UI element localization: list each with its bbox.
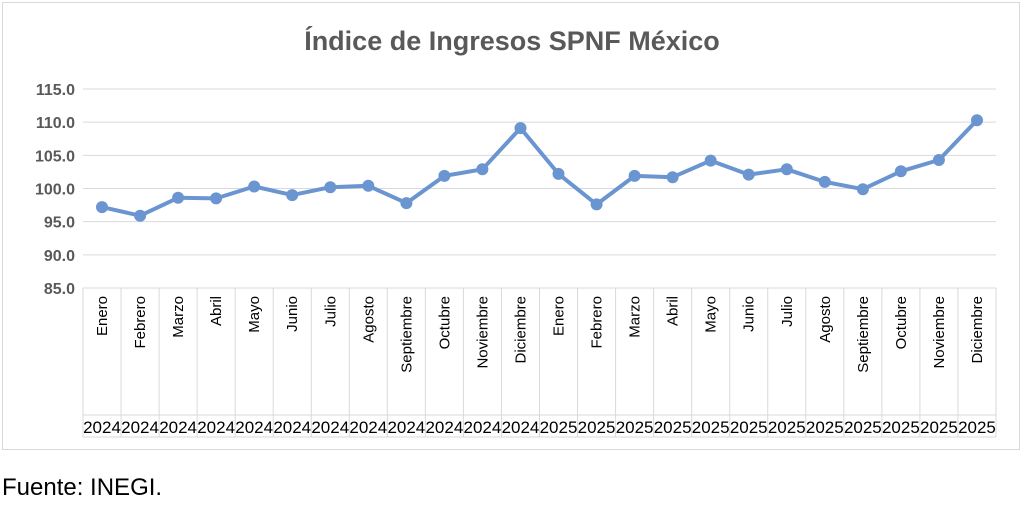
data-point [400,197,413,210]
x-tick-label-month: Octubre [436,296,453,349]
x-tick-label-month: Agosto [360,296,377,343]
y-tick-label: 100.0 [35,182,75,199]
data-point [666,171,679,184]
x-tick-label-year: 2024 [235,418,273,437]
data-point [514,122,527,135]
x-tick-label-month: Diciembre [969,296,986,364]
x-tick-label-year: 2025 [730,418,768,437]
x-tick-label-month: Septiembre [398,296,415,373]
x-tick-label-month: Junio [741,296,758,332]
x-tick-label-year: 2025 [616,418,654,437]
x-tick-label-year: 2024 [311,418,349,437]
series-line-path [100,118,979,218]
data-point [210,192,223,205]
y-tick-label: 90.0 [44,248,75,265]
x-tick-label-month: Marzo [170,296,187,338]
x-tick-label-year: 2024 [83,418,121,437]
x-tick-label-month: Enero [551,296,568,336]
data-point [590,198,603,211]
x-tick-label-year: 2025 [654,418,692,437]
x-tick-label-month: Mayo [246,296,263,333]
x-tick-label-year: 2025 [958,418,996,437]
x-tick-label-year: 2024 [349,418,387,437]
x-tick-label-year: 2025 [768,418,806,437]
x-tick-label-year: 2025 [540,418,578,437]
x-tick-label-year: 2025 [920,418,958,437]
data-point [476,163,489,176]
x-tick-label-year: 2024 [387,418,425,437]
x-tick-label-year: 2024 [464,418,502,437]
data-point [134,209,147,222]
x-tick-label-month: Agosto [817,296,834,343]
data-point [856,183,869,196]
data-point [704,154,717,167]
x-tick-label-month: Noviembre [931,296,948,369]
x-tick-label-month: Abril [665,296,682,326]
x-tick-label-year: 2025 [578,418,616,437]
grid-lines [83,88,996,256]
x-tick-label-month: Diciembre [512,296,529,364]
line-chart: Índice de Ingresos SPNF México 85.0 90.0 9… [35,25,997,438]
x-tick-label-year: 2025 [844,418,882,437]
x-tick-label-year: 2025 [882,418,920,437]
x-tick-label-month: Febrero [132,296,149,349]
x-tick-label-month: Mayo [703,296,720,333]
data-point [971,114,983,127]
x-tick-label-month: Junio [284,296,301,332]
x-tick-label-month: Febrero [589,296,606,349]
data-point [286,189,299,202]
y-tick-label: 85.0 [44,281,75,298]
data-point [438,169,451,182]
x-tick-label-year: 2024 [197,418,235,437]
data-point [818,175,831,188]
axes [82,287,997,438]
y-tick-label: 115.0 [36,82,75,99]
data-point [742,168,755,181]
x-tick-label-year: 2024 [121,418,159,437]
y-tick-label: 105.0 [35,148,75,165]
data-point [362,179,375,192]
data-point [780,163,793,176]
data-point [172,191,185,204]
data-point [894,165,907,178]
x-tick-label-year: 2024 [273,418,311,437]
source-note: Fuente: INEGI. [2,474,163,501]
chart-title: Índice de Ingresos SPNF México [304,25,720,56]
x-tick-label-year: 2024 [502,418,540,437]
chart-frame: Índice de Ingresos SPNF México 85.0 90.0 9… [2,2,1020,450]
x-tick-label-month: Septiembre [855,296,872,373]
data-point [324,181,337,194]
x-tick-label-month: Marzo [627,296,644,338]
x-tick-labels: Enero 2024 Febrero 2024 Marzo 2024 Abril 2024 Ma… [83,296,996,437]
x-tick-label-year: 2025 [692,418,730,437]
x-tick-label-month: Enero [94,296,111,336]
data-point [96,201,108,214]
x-tick-label-month: Abril [208,296,225,326]
x-tick-label-year: 2024 [425,418,463,437]
x-tick-label-month: Julio [322,296,339,327]
x-tick-label-month: Octubre [893,296,910,349]
x-tick-label-year: 2024 [159,418,197,437]
x-tick-label-month: Noviembre [474,296,491,369]
y-tick-label: 110.0 [36,115,75,132]
y-tick-labels: 85.0 90.0 95.0 100.0 105.0 110.0 115.0 [35,82,75,298]
series-line [96,114,983,222]
x-tick-label-year: 2025 [806,418,844,437]
y-tick-label: 95.0 [44,215,75,232]
x-tick-label-month: Julio [779,296,796,327]
data-point [552,167,565,180]
data-point [248,180,261,193]
data-point [628,169,641,182]
data-point [932,154,945,166]
